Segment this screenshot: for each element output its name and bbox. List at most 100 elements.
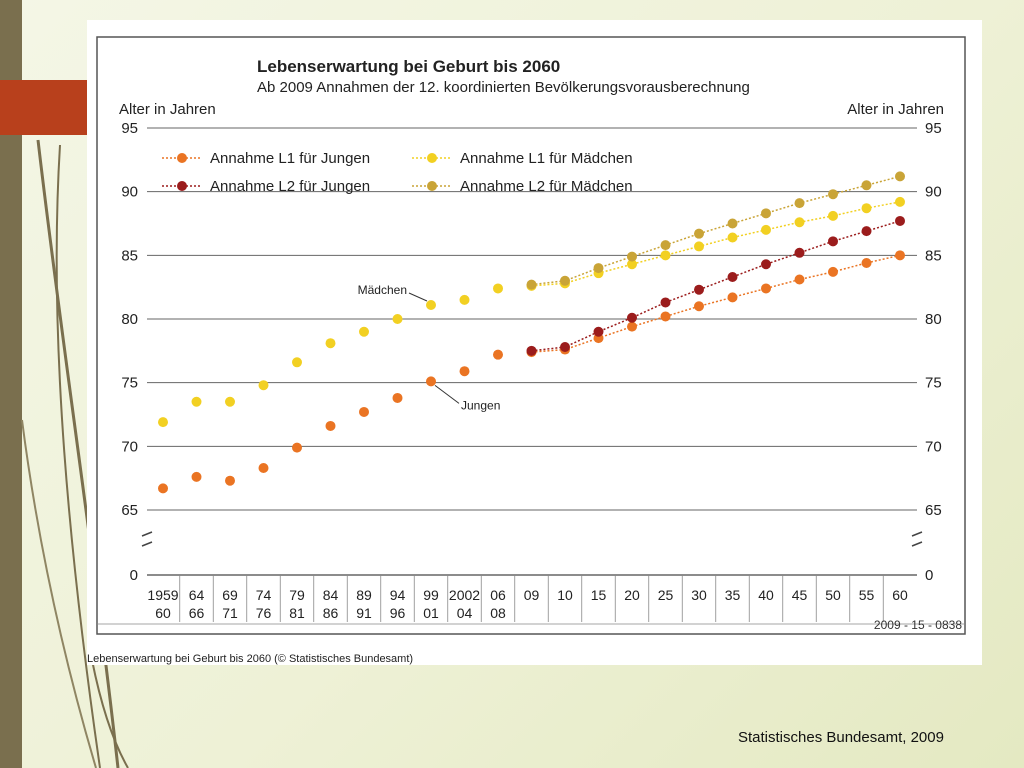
data-point-mädchen — [426, 299, 436, 310]
x-tick-label-top: 50 — [825, 587, 841, 603]
annotation-maedchen: Mädchen — [358, 283, 407, 297]
series-point — [660, 250, 671, 261]
x-tick-label-top: 1959 — [147, 587, 178, 603]
y-tick-label-left: 95 — [121, 120, 138, 137]
series-point — [593, 326, 604, 337]
legend-marker — [427, 153, 437, 163]
data-point-mädchen — [325, 338, 336, 349]
slide-accent-block — [0, 80, 88, 135]
x-tick-label-bottom: 71 — [222, 605, 238, 621]
y-tick-label-left: 90 — [121, 184, 138, 201]
data-point-jungen — [493, 349, 503, 360]
x-tick-label-top: 84 — [323, 587, 339, 603]
series-point — [895, 250, 905, 261]
series-point — [694, 228, 704, 239]
y-tick-label-right: 90 — [925, 184, 942, 201]
data-point-mädchen — [225, 396, 235, 407]
series-point — [660, 311, 671, 322]
data-point-jungen — [426, 376, 436, 387]
y-tick-label-right: 70 — [925, 438, 942, 455]
series-point — [727, 232, 738, 243]
series-line — [531, 201, 901, 287]
series-point — [794, 198, 805, 209]
data-point-jungen — [158, 483, 168, 494]
chart-subtitle: Ab 2009 Annahmen der 12. koordinierten B… — [257, 79, 750, 96]
x-tick-label-bottom: 04 — [457, 605, 473, 621]
y-tick-label-right: 65 — [925, 502, 942, 519]
data-point-jungen — [325, 420, 336, 431]
y-tick-label-right: 0 — [925, 567, 933, 584]
life-expectancy-chart: 0 0 65 65 70 70 75 75 80 80 85 85 90 90 95 95 1959 60 64 66… — [96, 36, 966, 635]
series-point — [627, 312, 637, 323]
data-point-jungen — [392, 392, 403, 403]
data-point-jungen — [459, 366, 470, 377]
x-tick-label-top: 2002 — [449, 587, 480, 603]
data-point-jungen — [191, 471, 202, 482]
x-tick-label-top: 60 — [892, 587, 908, 603]
y-tick-label-left: 70 — [121, 438, 138, 455]
y-tick-label-right: 80 — [925, 311, 942, 328]
data-point-mädchen — [258, 380, 269, 391]
data-point-mädchen — [191, 396, 202, 407]
data-point-mädchen — [459, 294, 470, 305]
x-tick-label-top: 09 — [524, 587, 540, 603]
x-tick-label-bottom: 81 — [289, 605, 305, 621]
series-point — [861, 257, 872, 268]
slide-left-bar — [0, 0, 22, 768]
y-tick-label-right: 95 — [925, 120, 942, 137]
x-tick-label-top: 06 — [490, 587, 506, 603]
x-tick-label-bottom: 96 — [390, 605, 406, 621]
legend-label: Annahme L2 für Mädchen — [460, 178, 633, 195]
y-tick-label-right: 75 — [925, 375, 942, 392]
x-tick-label-top: 35 — [725, 587, 741, 603]
series-point — [560, 275, 570, 286]
chart-image: 0 0 65 65 70 70 75 75 80 80 85 85 90 90 95 95 1959 60 64 66… — [87, 20, 982, 665]
chart-frame — [96, 36, 966, 635]
x-tick-label-top: 64 — [189, 587, 205, 603]
series-point — [794, 274, 805, 285]
series-point — [660, 240, 671, 251]
series-point — [828, 236, 838, 247]
x-tick-label-bottom: 91 — [356, 605, 372, 621]
source-footer: Statistisches Bundesamt, 2009 — [738, 729, 944, 746]
y-tick-label-left: 0 — [130, 567, 138, 584]
data-point-jungen — [258, 462, 269, 473]
series-line — [531, 220, 901, 352]
y-axis-label-left: Alter in Jahren — [119, 101, 216, 118]
annotation-leader — [434, 384, 460, 404]
x-tick-label-top: 45 — [792, 587, 808, 603]
x-tick-label-top: 10 — [557, 587, 573, 603]
series-point — [526, 345, 537, 356]
series-point — [627, 321, 637, 332]
series-point — [895, 215, 905, 226]
legend-marker — [427, 181, 437, 191]
x-tick-label-bottom: 08 — [490, 605, 506, 621]
y-tick-label-left: 75 — [121, 375, 138, 392]
data-point-mädchen — [392, 314, 403, 324]
chart-code: 2009 - 15 - 0838 — [874, 618, 962, 632]
data-point-jungen — [292, 442, 302, 453]
series-point — [861, 180, 872, 191]
x-tick-label-top: 40 — [758, 587, 774, 603]
x-tick-label-top: 89 — [356, 587, 372, 603]
axis-break-marker — [911, 531, 923, 547]
series-point — [828, 266, 838, 277]
series-point — [727, 218, 738, 229]
series-point — [660, 297, 671, 308]
chart-title: Lebenserwartung bei Geburt bis 2060 — [257, 57, 560, 76]
legend-label: Annahme L1 für Jungen — [210, 150, 370, 167]
series-point — [895, 196, 905, 207]
x-tick-label-top: 55 — [859, 587, 875, 603]
series-point — [828, 210, 838, 221]
data-point-mädchen — [359, 326, 369, 337]
series-point — [861, 203, 872, 214]
legend-label: Annahme L1 für Mädchen — [460, 150, 633, 167]
x-tick-label-top: 74 — [256, 587, 272, 603]
series-point — [593, 263, 604, 274]
axis-break-marker — [141, 531, 153, 547]
series-point — [761, 259, 771, 270]
y-tick-label-left: 85 — [121, 247, 138, 264]
series-point — [627, 259, 637, 270]
axis-break-gap — [153, 535, 911, 545]
data-point-jungen — [359, 406, 369, 417]
